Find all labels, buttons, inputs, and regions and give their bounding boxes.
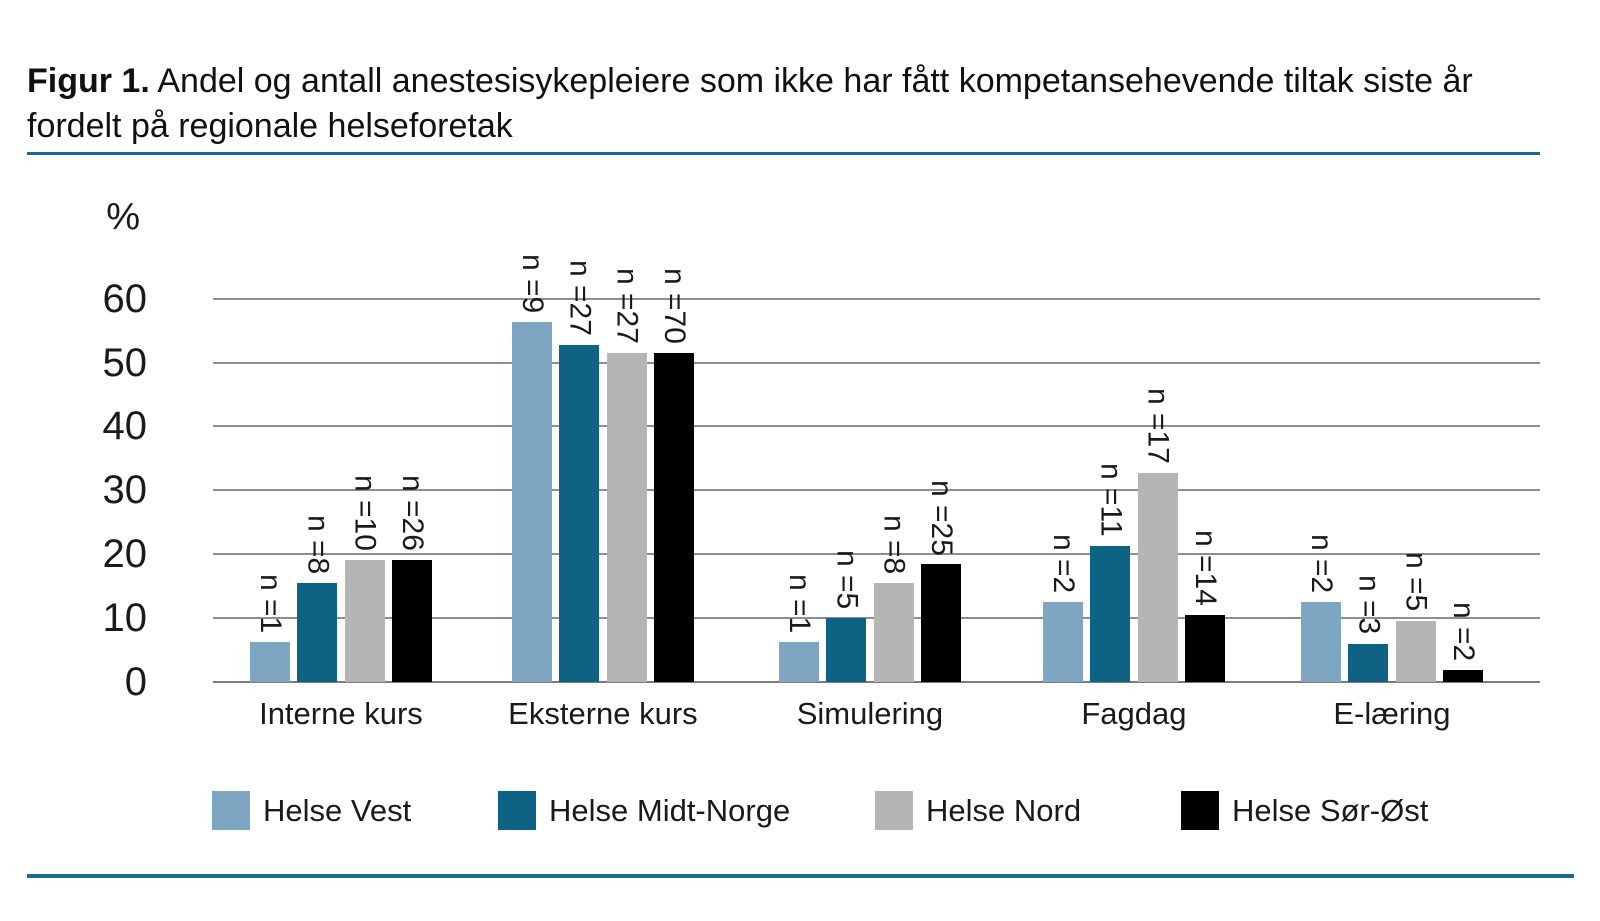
- bar-n-label: n =1: [783, 573, 816, 633]
- bar-n-label: n =3: [1352, 575, 1386, 635]
- bar-n-label: n =2: [1446, 602, 1480, 662]
- y-tick-label: 60: [102, 276, 148, 321]
- legend-swatch: [212, 791, 250, 830]
- top-divider: [27, 152, 1540, 155]
- y-axis-unit-label: %: [106, 196, 140, 238]
- bar-n-label: n =5: [830, 549, 864, 610]
- bar: [873, 582, 914, 682]
- bar: [1395, 620, 1436, 682]
- x-axis-line: [213, 681, 1540, 683]
- figure-title: Figur 1. Andel og antall anestesisykeple…: [27, 59, 1549, 149]
- bar-n-label: n =8: [301, 514, 335, 574]
- figure-title-text: Andel og antall anestesisykepleiere som …: [27, 61, 1473, 145]
- bar: [653, 352, 694, 682]
- bar-n-label: n =14: [1188, 529, 1222, 606]
- legend-label: Helse Sør-Øst: [1232, 792, 1429, 828]
- bar-n-label: n =11: [1094, 463, 1128, 537]
- gridline: [213, 425, 1540, 428]
- legend-item: Helse Vest: [212, 791, 411, 830]
- y-tick-label: 50: [102, 340, 148, 385]
- bar-n-label: n =8: [877, 514, 911, 574]
- bar: [297, 582, 338, 682]
- bottom-divider: [27, 874, 1574, 878]
- bar-n-label: n =27: [563, 260, 597, 337]
- y-tick-label: 0: [124, 660, 147, 704]
- bar: [391, 559, 432, 682]
- bar: [1137, 473, 1178, 682]
- bar: [606, 352, 647, 682]
- bar: [559, 345, 600, 682]
- gridline: [213, 553, 1540, 556]
- bar: [1043, 602, 1083, 682]
- y-tick-label: 10: [102, 596, 148, 641]
- legend-swatch: [1181, 791, 1219, 830]
- bar-n-label: n =9: [516, 254, 549, 314]
- bar: [250, 641, 290, 682]
- bar-n-label: n =25: [924, 479, 958, 556]
- bar-n-label: n =2: [1047, 533, 1080, 594]
- bar: [1442, 670, 1483, 682]
- gridline: [213, 361, 1540, 364]
- bar-n-label: n =26: [395, 475, 429, 551]
- bar: [779, 641, 819, 682]
- bar: [826, 618, 867, 682]
- legend-label: Helse Vest: [263, 792, 412, 828]
- legend-label: Helse Nord: [926, 792, 1082, 828]
- y-tick-label: 30: [102, 468, 148, 513]
- bar: [512, 322, 552, 682]
- gridline: [213, 489, 1540, 492]
- legend-item: Helse Midt-Norge: [498, 791, 790, 830]
- bar-n-label: n =5: [1399, 552, 1433, 612]
- legend-item: Helse Nord: [875, 791, 1081, 830]
- legend-swatch: [498, 791, 536, 830]
- figure-number: Figur 1.: [27, 61, 150, 100]
- bar: [1090, 545, 1131, 682]
- bar-n-label: n =27: [610, 268, 644, 344]
- bar: [1301, 602, 1341, 682]
- y-tick-label: 20: [102, 532, 148, 577]
- bar-n-label: n =2: [1305, 533, 1338, 594]
- bar: [1184, 614, 1225, 682]
- bar: [1348, 643, 1389, 682]
- bar-n-label: n =17: [1141, 388, 1175, 465]
- legend-item: Helse Sør-Øst: [1181, 791, 1428, 830]
- bar: [344, 559, 385, 682]
- bar-n-label: n =10: [348, 475, 382, 551]
- gridline: [213, 297, 1540, 300]
- x-category-label: Fagdag: [1081, 696, 1187, 731]
- legend-label: Helse Midt-Norge: [549, 792, 791, 828]
- bar-n-label: n =1: [254, 573, 287, 633]
- x-category-label: Eksterne kurs: [508, 696, 698, 731]
- legend-swatch: [875, 791, 913, 830]
- x-category-label: Simulering: [796, 696, 944, 731]
- x-category-label: E-læring: [1333, 696, 1451, 731]
- x-category-label: Interne kurs: [259, 696, 423, 731]
- y-tick-label: 40: [102, 404, 148, 449]
- bar: [920, 564, 961, 682]
- bar-n-label: n =70: [657, 268, 691, 344]
